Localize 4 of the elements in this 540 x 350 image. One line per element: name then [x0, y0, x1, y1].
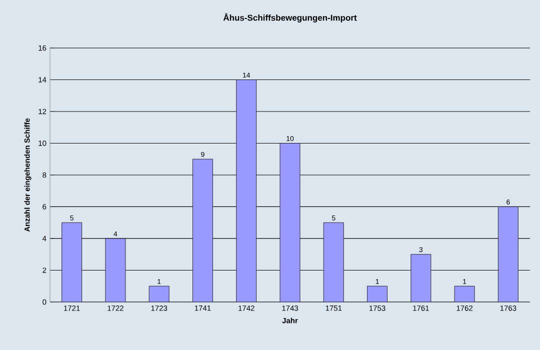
- bar: [367, 286, 388, 302]
- bar: [454, 286, 475, 302]
- bar: [148, 286, 170, 302]
- chart-title: Åhus-Schiffsbewegungen-Import: [223, 13, 357, 22]
